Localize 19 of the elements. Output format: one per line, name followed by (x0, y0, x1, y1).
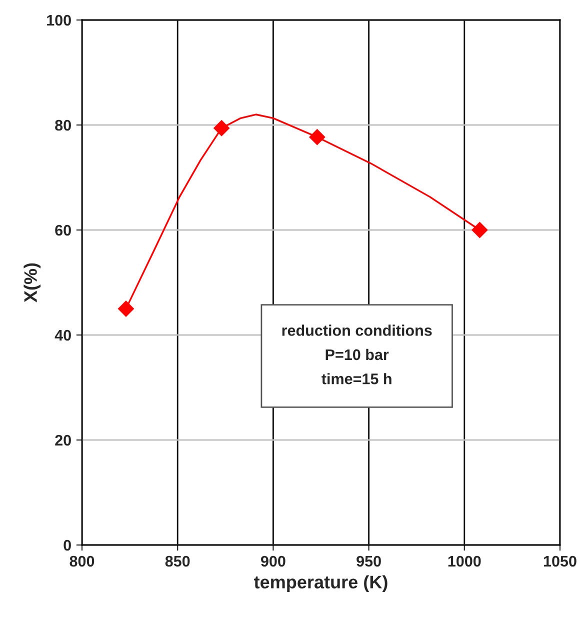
annotation: reduction conditions P=10 bar time=15 h (282, 324, 432, 384)
x-tick-label: 850 (165, 556, 190, 567)
point (118, 300, 134, 317)
point (308, 128, 326, 146)
x-tick-label: 800 (70, 556, 94, 567)
x-tick-label: 1050 (544, 556, 576, 567)
y-tick-label: 100 (47, 14, 71, 26)
x-axis-title: temperature (K) (254, 575, 388, 592)
y-tick-label: 60 (55, 224, 71, 236)
point (471, 222, 488, 238)
y-axis-title: X(%) (24, 263, 41, 302)
y-tick-label: 20 (55, 434, 71, 446)
y-tick-label: 40 (54, 330, 71, 341)
x-tick-label: 900 (260, 556, 286, 567)
point (213, 120, 230, 136)
x-tick-label: 950 (356, 556, 381, 567)
y-tick-label: 0 (64, 540, 71, 551)
x-tick-label: 1000 (448, 556, 481, 567)
y-tick-label: 80 (55, 120, 71, 131)
